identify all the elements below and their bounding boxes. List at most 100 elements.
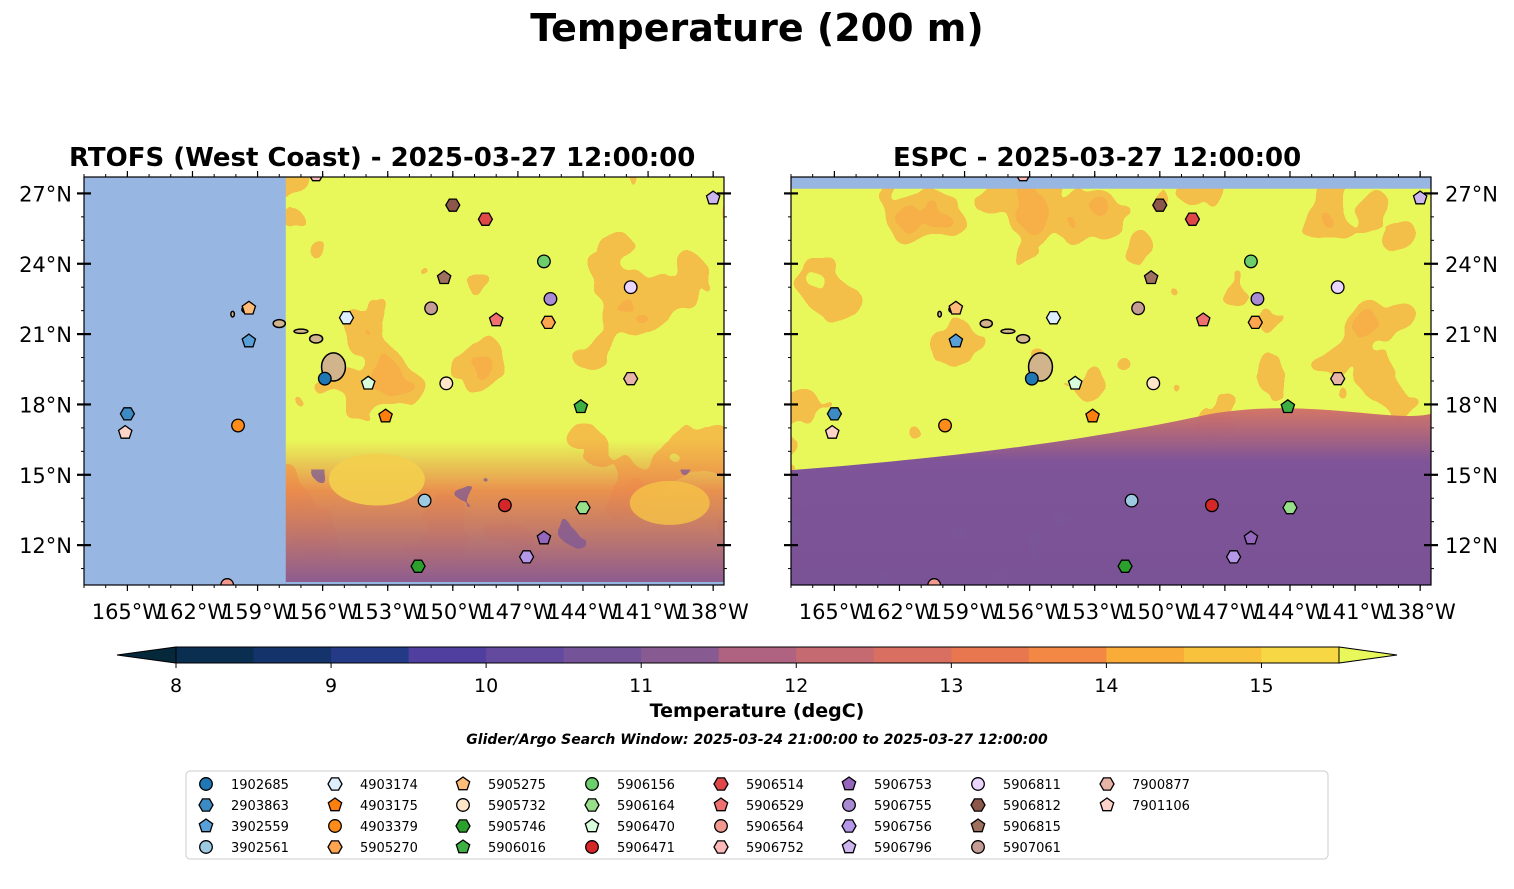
float-7900877-marker — [622, 371, 639, 386]
colorbar-bin — [873, 647, 952, 663]
float-5907061-marker — [424, 301, 439, 316]
float-4903175-marker — [378, 408, 393, 423]
float-5905732-marker — [1146, 376, 1161, 391]
legend-item: 5906529 — [713, 797, 804, 814]
legend-marker — [585, 840, 599, 854]
float-5906752-marker — [309, 177, 323, 182]
colorbar-bin — [408, 647, 487, 663]
colorbar-bin — [641, 647, 720, 663]
legend-label: 5906812 — [1003, 799, 1061, 814]
legend-item: 5906796 — [841, 839, 932, 856]
legend-item: 5906756 — [841, 819, 932, 835]
panel-rtofs: 165°W162°W159°W156°W153°W150°W147°W144°W… — [19, 171, 749, 624]
legend-item: 2903863 — [198, 798, 289, 814]
float-5906756-marker — [518, 550, 535, 564]
legend-label: 4903174 — [360, 778, 418, 793]
legend-item: 5906156 — [585, 777, 675, 793]
legend-item: 4903379 — [328, 819, 418, 835]
float-7901106-marker — [117, 424, 133, 439]
legend-marker — [713, 840, 729, 854]
warm-tongue — [328, 453, 425, 506]
island-niihau — [937, 310, 943, 318]
float-5907061-marker — [1131, 301, 1146, 316]
y-tick-label: 21°N — [1445, 323, 1498, 347]
legend-item: 5906164 — [584, 798, 675, 814]
float-5906752-marker — [1016, 177, 1030, 182]
legend-item: 4903175 — [327, 797, 418, 814]
float-5906753-marker — [1243, 530, 1259, 545]
legend-label: 4903379 — [360, 820, 418, 835]
legend-item: 5905275 — [455, 776, 546, 793]
colorbar-bin — [718, 647, 797, 663]
x-tick-label: 153°W — [1059, 600, 1131, 624]
float-5906755-marker — [543, 291, 558, 306]
x-tick-label: 138°W — [1384, 600, 1456, 624]
float-5906753-marker — [536, 530, 552, 545]
figure-title: Temperature (200 m) — [530, 6, 984, 50]
legend-item: 5906514 — [713, 777, 804, 793]
island-maui — [308, 333, 324, 344]
no-data-mask — [84, 177, 286, 585]
float-1902685-marker — [1024, 371, 1039, 386]
y-tick-label: 12°N — [19, 534, 72, 558]
x-tick-label: 165°W — [92, 600, 164, 624]
y-tick-label: 24°N — [1445, 253, 1498, 277]
float-5906471-marker — [497, 498, 512, 513]
legend-label: 7900877 — [1132, 778, 1190, 793]
legend-marker — [328, 819, 342, 833]
legend-label: 5905732 — [488, 799, 546, 814]
colorbar-bin — [796, 647, 875, 663]
float-5906815-marker — [1143, 269, 1159, 285]
colorbar-bin — [563, 647, 642, 663]
legend-label: 5905746 — [488, 820, 546, 835]
float-5906796-marker — [705, 190, 721, 205]
float-5905275-marker — [948, 300, 964, 315]
float-5905270-marker — [540, 315, 557, 330]
y-tick-label: 15°N — [1445, 464, 1498, 488]
legend-marker — [1099, 777, 1115, 791]
float-5906564-marker — [220, 578, 235, 585]
legend-label: 5906753 — [874, 778, 932, 793]
float-5906811-marker — [1330, 280, 1345, 295]
legend-label: 5906470 — [617, 820, 675, 835]
x-tick-label: 147°W — [1189, 600, 1261, 624]
colorbar-tick-label: 11 — [629, 675, 653, 697]
colorbar-extend-min — [116, 646, 177, 664]
float-3902559-marker — [241, 333, 257, 348]
colorbar-extend-max — [1338, 646, 1398, 664]
colorbar-bin — [486, 647, 565, 663]
x-tick-label: 162°W — [864, 600, 936, 624]
colorbar-tick-label: 10 — [474, 675, 498, 697]
float-5906471-marker — [1204, 498, 1219, 513]
float-5906514-marker — [1184, 212, 1201, 226]
colorbar-bin — [176, 647, 255, 663]
float-4903379-marker — [938, 418, 952, 433]
x-tick-label: 159°W — [222, 600, 294, 624]
legend-item: 7900877 — [1099, 777, 1190, 793]
island-oahu — [272, 318, 287, 329]
legend-item: 5906753 — [841, 776, 932, 793]
float-5906815-marker — [436, 269, 452, 285]
legend-label: 4903175 — [360, 799, 418, 814]
legend-label: 3902559 — [231, 820, 289, 835]
legend-label: 5906755 — [874, 799, 932, 814]
legend-label: 5906752 — [746, 841, 804, 856]
colorbar-tick-label: 15 — [1249, 675, 1273, 697]
legend-item: 5905732 — [456, 798, 546, 814]
legend-marker — [455, 839, 471, 854]
float-4903175-marker — [1085, 408, 1100, 423]
legend-marker — [713, 797, 729, 812]
float-3902559-marker — [948, 333, 964, 348]
float-5906156-marker — [536, 254, 551, 269]
float-5906755-marker — [1250, 291, 1265, 306]
float-3902561-marker — [417, 493, 432, 508]
legend-label: 7901106 — [1132, 799, 1190, 814]
legend-item: 5905270 — [327, 840, 418, 856]
float-4903174-marker — [338, 310, 355, 325]
float-5906756-marker — [1225, 550, 1242, 564]
colorbar-bin — [1106, 647, 1185, 663]
panel-title-espc: ESPC - 2025-03-27 12:00:00 — [893, 143, 1302, 173]
x-tick-label: 138°W — [677, 600, 749, 624]
float-5906164-marker — [1282, 500, 1298, 515]
x-tick-label: 141°W — [612, 600, 684, 624]
